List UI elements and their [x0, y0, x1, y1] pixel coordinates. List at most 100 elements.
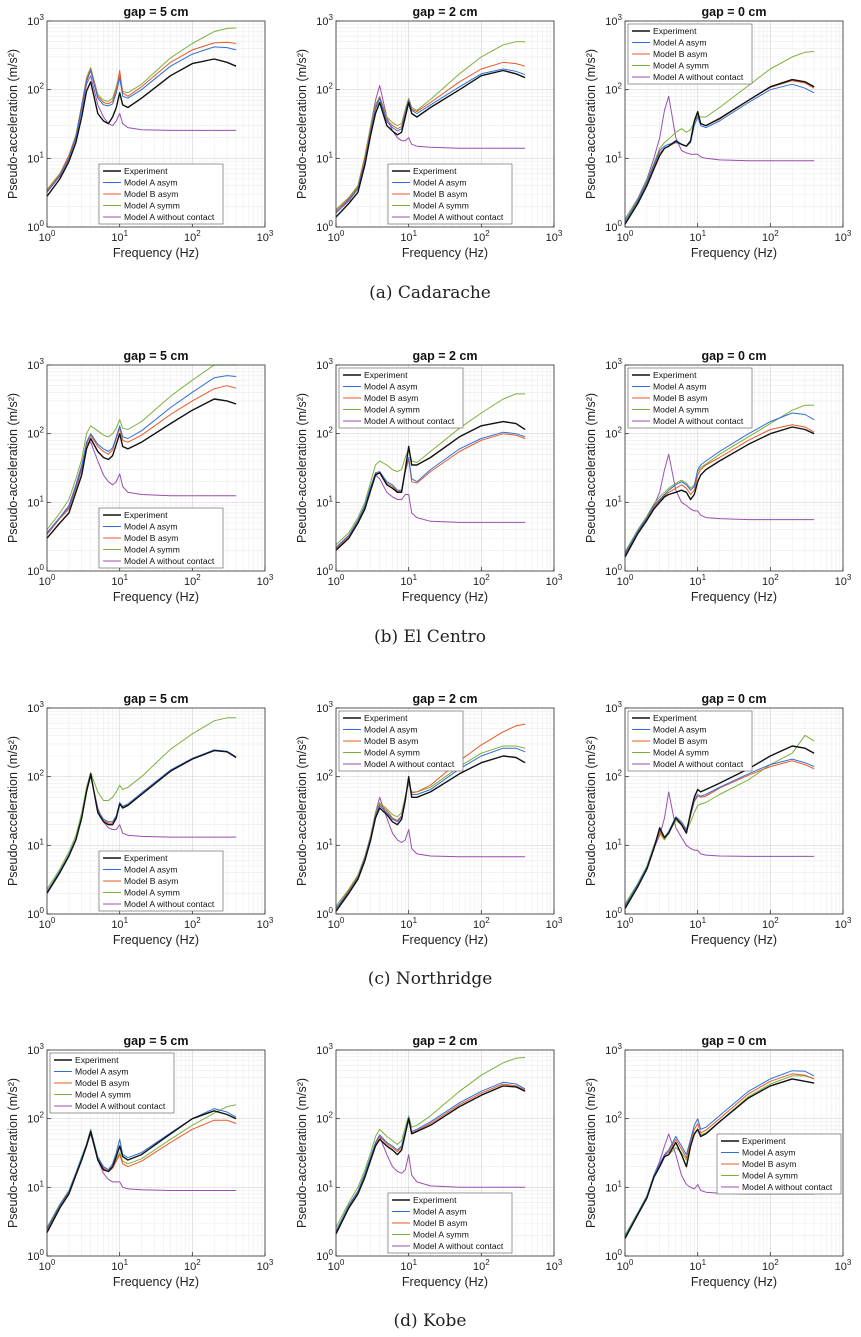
y-tick-label: 102: [316, 426, 333, 441]
panel-0-1: 100 101 102 103 100 101 102 103 gap = 2 cm Freque…: [295, 5, 563, 260]
y-tick-label: 102: [316, 769, 333, 784]
series-line-model-a-without-contact: [46, 441, 237, 534]
panel-title: gap = 5 cm: [124, 5, 189, 19]
x-axis-label: Frequency (Hz): [402, 590, 488, 604]
panel-1-0: 100 101 102 103 100 101 102 103 gap = 5 cm Freque…: [6, 349, 274, 604]
y-tick-label: 102: [27, 769, 44, 784]
x-tick-label: 103: [546, 573, 563, 588]
x-tick-label: 102: [762, 229, 779, 244]
panel-2-0: 100 101 102 103 100 101 102 103 gap = 5 cm Freque…: [6, 692, 274, 947]
y-axis-label: Pseudo-acceleration (m/s²): [584, 393, 598, 543]
y-tick-label: 103: [605, 1042, 622, 1057]
legend-entry: Model A asym: [653, 382, 707, 392]
x-axis-label: Frequency (Hz): [691, 246, 777, 260]
series-line-experiment: [624, 426, 815, 558]
y-axis-label: Pseudo-acceleration (m/s²): [584, 49, 598, 199]
panel-2-1: 100 101 102 103 100 101 102 103 gap = 2 cm Freque…: [295, 692, 563, 947]
legend-entry: Experiment: [653, 26, 697, 36]
axes-frame: [46, 707, 266, 915]
y-axis-label: Pseudo-acceleration (m/s²): [295, 1078, 309, 1228]
y-axis-label: Pseudo-acceleration (m/s²): [295, 393, 309, 543]
series-line-experiment: [335, 755, 526, 912]
legend-entry: Model A asym: [124, 178, 178, 188]
panel-1-1: 100 101 102 103 100 101 102 103 gap = 2 cm Freque…: [295, 349, 563, 604]
x-axis-label: Frequency (Hz): [113, 1275, 199, 1289]
x-tick-label: 103: [546, 229, 563, 244]
y-tick-label: 103: [605, 357, 622, 372]
legend-entry: Model B asym: [653, 736, 707, 746]
legend-entry: Model A without contact: [413, 1241, 504, 1251]
y-tick-label: 101: [605, 150, 622, 165]
y-tick-label: 102: [27, 426, 44, 441]
x-tick-label: 103: [257, 1258, 274, 1273]
x-tick-label: 101: [689, 916, 706, 931]
series-line-experiment: [335, 420, 526, 551]
series-line-experiment: [624, 1078, 815, 1239]
y-tick-label: 102: [605, 1111, 622, 1126]
x-tick-label: 103: [835, 573, 852, 588]
series-line-experiment: [335, 69, 526, 218]
y-tick-label: 100: [316, 219, 333, 234]
x-tick-label: 101: [689, 573, 706, 588]
legend-entry: Model A asym: [124, 865, 178, 875]
panel-3-2: 100 101 102 103 100 101 102 103 gap = 0 cm Freque…: [584, 1034, 852, 1289]
x-tick-label: 103: [257, 573, 274, 588]
legend-entry: Experiment: [75, 1055, 119, 1065]
y-tick-label: 100: [605, 219, 622, 234]
panel-title: gap = 5 cm: [124, 349, 189, 363]
x-axis-label: Frequency (Hz): [402, 246, 488, 260]
y-tick-label: 100: [316, 906, 333, 921]
series-line-experiment: [335, 1085, 526, 1235]
panel-title: gap = 0 cm: [702, 349, 767, 363]
y-tick-label: 100: [27, 219, 44, 234]
panel-0-0: 100 101 102 103 100 101 102 103 gap = 5 cm Freque…: [6, 5, 274, 260]
panel-1-2: 100 101 102 103 100 101 102 103 gap = 0 cm Freque…: [584, 349, 852, 604]
legend-entry: Model A asym: [653, 38, 707, 48]
legend-entry: Experiment: [653, 370, 697, 380]
y-tick-label: 102: [27, 1111, 44, 1126]
x-tick-label: 100: [328, 229, 345, 244]
legend-entry: Experiment: [413, 1195, 457, 1205]
x-tick-label: 100: [617, 1258, 634, 1273]
legend-entry: Model A asym: [364, 382, 418, 392]
y-axis-label: Pseudo-acceleration (m/s²): [6, 736, 20, 886]
x-tick-label: 102: [473, 1258, 490, 1273]
x-axis-label: Frequency (Hz): [113, 246, 199, 260]
y-tick-label: 100: [27, 563, 44, 578]
legend-entry: Model A symm: [653, 405, 709, 415]
series-line-model-a-without-contact: [624, 95, 815, 220]
x-tick-label: 102: [473, 916, 490, 931]
series-line-model-a-asym: [624, 412, 815, 554]
y-tick-label: 101: [316, 150, 333, 165]
y-axis-label: Pseudo-acceleration (m/s²): [295, 736, 309, 886]
series-line-model-a-symm: [624, 51, 815, 220]
x-tick-label: 103: [835, 229, 852, 244]
legend-entry: Model A without contact: [364, 759, 455, 769]
y-tick-label: 100: [605, 906, 622, 921]
y-tick-label: 103: [605, 700, 622, 715]
legend-entry: Experiment: [124, 853, 168, 863]
axes-frame: [624, 20, 844, 228]
y-axis-label: Pseudo-acceleration (m/s²): [6, 49, 20, 199]
legend-entry: Model A asym: [413, 178, 467, 188]
x-tick-label: 101: [400, 229, 417, 244]
panel-3-1: 100 101 102 103 100 101 102 103 gap = 2 cm Freque…: [295, 1034, 563, 1289]
series-line-experiment: [46, 1110, 237, 1233]
y-tick-label: 103: [316, 13, 333, 28]
x-tick-label: 101: [111, 916, 128, 931]
x-tick-label: 103: [257, 229, 274, 244]
x-tick-label: 101: [400, 1258, 417, 1273]
x-tick-label: 100: [328, 916, 345, 931]
x-axis-label: Frequency (Hz): [113, 590, 199, 604]
figure-caption: (d) Kobe: [394, 1311, 467, 1331]
series-line-experiment: [46, 398, 237, 539]
legend-entry: Model B asym: [124, 189, 178, 199]
y-tick-label: 103: [605, 13, 622, 28]
legend-entry: Model A without contact: [364, 416, 455, 426]
y-tick-label: 102: [27, 82, 44, 97]
